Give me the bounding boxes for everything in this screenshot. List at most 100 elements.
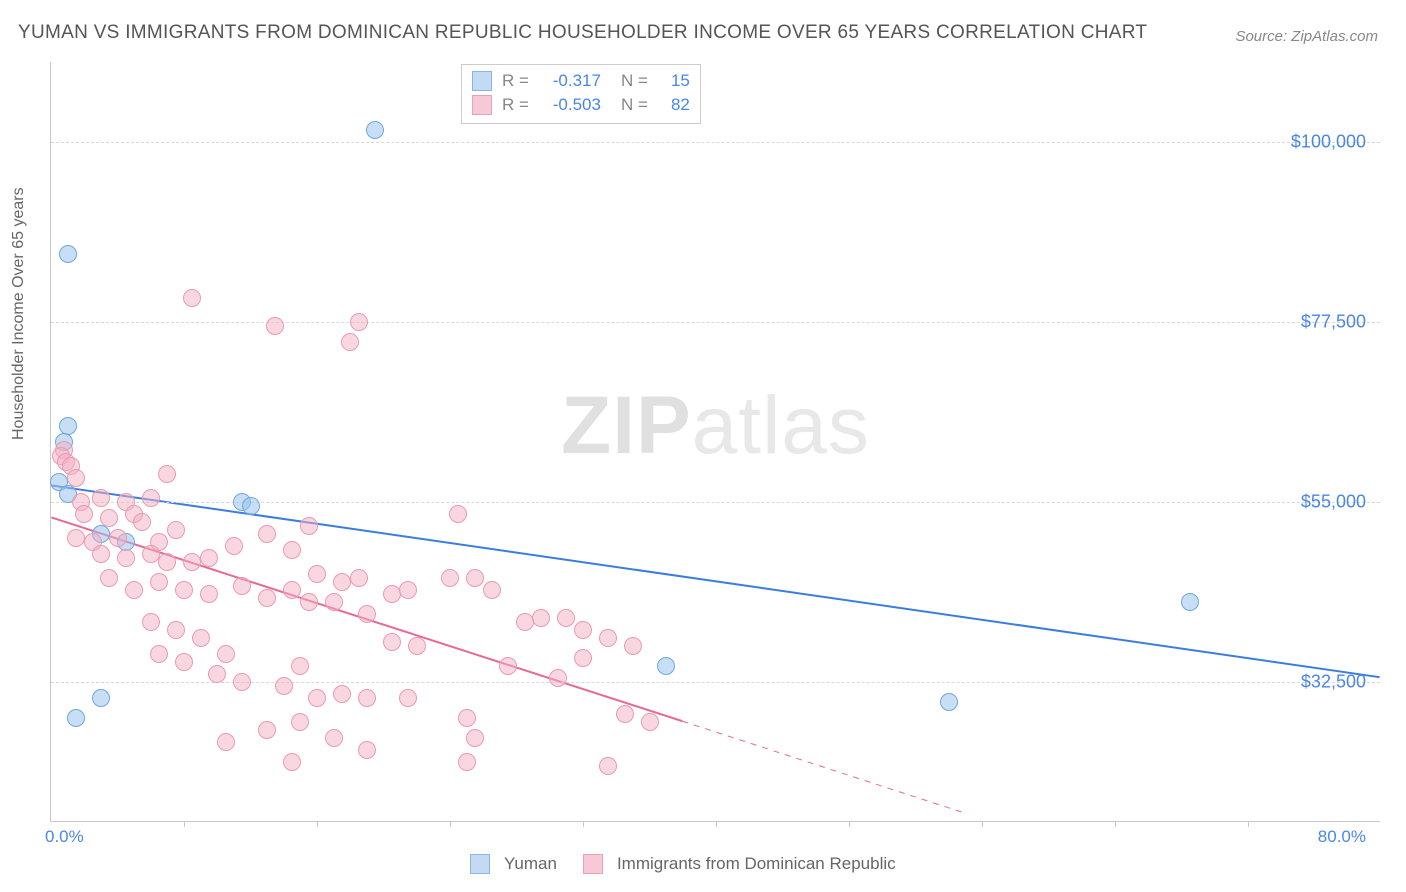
x-axis-min: 0.0% bbox=[45, 827, 84, 847]
correlation-legend: R = -0.317 N = 15 R = -0.503 N = 82 bbox=[461, 64, 701, 124]
data-point bbox=[616, 705, 634, 723]
data-point bbox=[217, 733, 235, 751]
y-axis-label: Householder Income Over 65 years bbox=[10, 187, 28, 440]
r-value: -0.317 bbox=[539, 71, 601, 91]
data-point bbox=[574, 621, 592, 639]
data-point bbox=[383, 585, 401, 603]
data-point bbox=[158, 465, 176, 483]
y-tick-label: $100,000 bbox=[1291, 132, 1366, 153]
data-point bbox=[466, 729, 484, 747]
gridline bbox=[51, 322, 1380, 323]
data-point bbox=[100, 509, 118, 527]
data-point bbox=[258, 525, 276, 543]
legend-item-yuman: Yuman bbox=[504, 854, 557, 874]
data-point bbox=[333, 685, 351, 703]
data-point bbox=[599, 757, 617, 775]
data-point bbox=[358, 741, 376, 759]
data-point bbox=[208, 665, 226, 683]
x-tick-mark bbox=[184, 821, 185, 827]
data-point bbox=[275, 677, 293, 695]
swatch-blue-icon bbox=[470, 854, 490, 874]
data-point bbox=[183, 553, 201, 571]
data-point bbox=[217, 645, 235, 663]
data-point bbox=[449, 505, 467, 523]
trend-lines bbox=[51, 62, 1380, 821]
y-tick-label: $32,500 bbox=[1301, 672, 1366, 693]
gridline bbox=[51, 142, 1380, 143]
r-value: -0.503 bbox=[539, 95, 601, 115]
data-point bbox=[142, 489, 160, 507]
data-point bbox=[483, 581, 501, 599]
data-point bbox=[158, 553, 176, 571]
y-tick-label: $77,500 bbox=[1301, 312, 1366, 333]
data-point bbox=[1181, 593, 1199, 611]
swatch-blue-icon bbox=[472, 71, 492, 91]
data-point bbox=[308, 689, 326, 707]
data-point bbox=[233, 673, 251, 691]
data-point bbox=[92, 545, 110, 563]
data-point bbox=[458, 753, 476, 771]
data-point bbox=[291, 713, 309, 731]
data-point bbox=[92, 689, 110, 707]
swatch-pink-icon bbox=[472, 95, 492, 115]
data-point bbox=[657, 657, 675, 675]
data-point bbox=[233, 577, 251, 595]
data-point bbox=[458, 709, 476, 727]
data-point bbox=[283, 541, 301, 559]
x-tick-mark bbox=[1248, 821, 1249, 827]
source-attribution: Source: ZipAtlas.com bbox=[1235, 28, 1378, 45]
data-point bbox=[383, 633, 401, 651]
data-point bbox=[100, 569, 118, 587]
n-label: N = bbox=[621, 71, 648, 91]
data-point bbox=[242, 497, 260, 515]
data-point bbox=[117, 549, 135, 567]
legend-row-immigrants: R = -0.503 N = 82 bbox=[472, 93, 690, 117]
data-point bbox=[516, 613, 534, 631]
x-axis-max: 80.0% bbox=[1318, 827, 1366, 847]
data-point bbox=[283, 581, 301, 599]
data-point bbox=[266, 317, 284, 335]
data-point bbox=[200, 585, 218, 603]
n-value: 15 bbox=[658, 71, 690, 91]
x-tick-mark bbox=[716, 821, 717, 827]
data-point bbox=[258, 589, 276, 607]
data-point bbox=[499, 657, 517, 675]
data-point bbox=[125, 581, 143, 599]
data-point bbox=[150, 645, 168, 663]
data-point bbox=[325, 729, 343, 747]
legend-row-yuman: R = -0.317 N = 15 bbox=[472, 69, 690, 93]
data-point bbox=[574, 649, 592, 667]
x-tick-mark bbox=[849, 821, 850, 827]
data-point bbox=[167, 621, 185, 639]
data-point bbox=[350, 569, 368, 587]
data-point bbox=[940, 693, 958, 711]
data-point bbox=[599, 629, 617, 647]
data-point bbox=[441, 569, 459, 587]
data-point bbox=[258, 721, 276, 739]
data-point bbox=[175, 581, 193, 599]
data-point bbox=[59, 245, 77, 263]
data-point bbox=[325, 593, 343, 611]
data-point bbox=[308, 565, 326, 583]
data-point bbox=[399, 689, 417, 707]
r-label: R = bbox=[502, 71, 529, 91]
chart-title: YUMAN VS IMMIGRANTS FROM DOMINICAN REPUB… bbox=[18, 22, 1147, 44]
data-point bbox=[333, 573, 351, 591]
legend-item-immigrants: Immigrants from Dominican Republic bbox=[617, 854, 896, 874]
data-point bbox=[358, 689, 376, 707]
n-label: N = bbox=[621, 95, 648, 115]
data-point bbox=[291, 657, 309, 675]
x-tick-mark bbox=[1115, 821, 1116, 827]
data-point bbox=[67, 709, 85, 727]
data-point bbox=[150, 573, 168, 591]
data-point bbox=[92, 489, 110, 507]
data-point bbox=[350, 313, 368, 331]
data-point bbox=[624, 637, 642, 655]
data-point bbox=[300, 517, 318, 535]
data-point bbox=[109, 529, 127, 547]
x-tick-mark bbox=[317, 821, 318, 827]
swatch-pink-icon bbox=[583, 854, 603, 874]
data-point bbox=[133, 513, 151, 531]
data-point bbox=[142, 613, 160, 631]
data-point bbox=[142, 545, 160, 563]
